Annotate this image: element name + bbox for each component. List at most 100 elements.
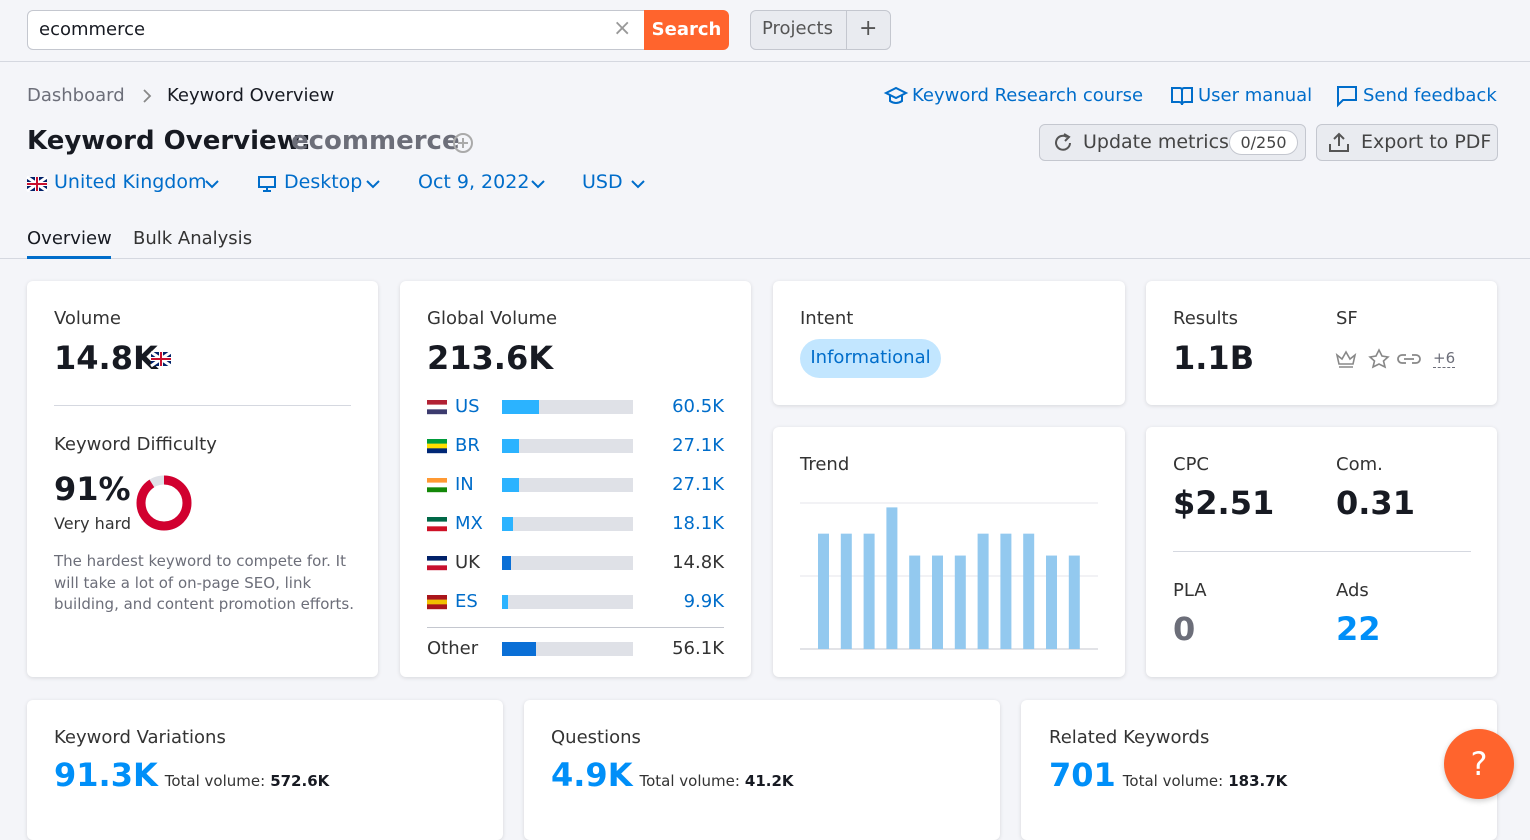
filter-chevrons [205, 180, 645, 189]
help-link[interactable]: Send feedback [1363, 85, 1497, 106]
filter-device[interactable]: Desktop [284, 171, 363, 193]
country-code[interactable]: IN [455, 474, 474, 495]
flag-stripe [427, 478, 447, 483]
card-label: PLA [1173, 580, 1207, 601]
tabs-divider [0, 258, 1530, 259]
clear-icon[interactable]: × [613, 16, 632, 41]
cpc-value: $2.51 [1173, 484, 1275, 522]
manual-icon [1171, 87, 1193, 106]
help-link[interactable]: Keyword Research course [912, 85, 1144, 106]
card-summary: 701 Total volume: 183.7K [1049, 756, 1287, 794]
trend-bar [1046, 555, 1057, 649]
card-label: Keyword Variations [54, 727, 226, 748]
bar-track [502, 439, 633, 453]
country-volume: 27.1K [672, 474, 724, 495]
volume-bar [502, 595, 509, 609]
filter-database[interactable]: United Kingdom [54, 171, 207, 193]
country-volume: 27.1K [672, 435, 724, 456]
total-label: Total volume: [1122, 772, 1224, 790]
add-project[interactable]: + [859, 16, 878, 41]
flag-stripe [427, 443, 447, 449]
country-code[interactable]: MX [455, 513, 483, 534]
flag-stripe [427, 604, 447, 610]
filter-date[interactable]: Oct 9, 2022 [418, 171, 530, 193]
total-label: Total volume: [639, 772, 740, 790]
total-value: 572.6K [270, 772, 330, 790]
flag-icon [427, 595, 447, 610]
breadcrumb-item[interactable]: Dashboard [27, 85, 125, 106]
help-button[interactable] [1444, 729, 1514, 799]
flag-icon [26, 175, 48, 193]
card-label: Questions [551, 727, 641, 748]
bar-track [502, 478, 633, 492]
projects-label: Projects [762, 18, 833, 39]
card-value[interactable]: 4.9K [551, 756, 633, 794]
search-query: ecommerce [39, 19, 146, 40]
trend-bar [909, 555, 921, 649]
list-divider [427, 627, 724, 628]
flag-icon [427, 400, 447, 415]
flag-stripe [427, 595, 447, 600]
flag-stripe [427, 556, 447, 561]
trend-bar [977, 533, 989, 649]
card-label: Intent [800, 308, 854, 329]
results-value: 1.1B [1173, 339, 1255, 377]
intent-value: Informational [810, 347, 931, 368]
trend-chart [800, 502, 1098, 650]
filter-currency[interactable]: USD [582, 171, 623, 193]
flag-icon [427, 478, 447, 493]
course-icon [883, 86, 909, 104]
cpc-card [1146, 427, 1497, 677]
difficulty-description: The hardest keyword to compete for. It w… [54, 552, 354, 613]
bar-track [502, 517, 633, 531]
other-label: Other [427, 638, 479, 659]
card-value[interactable]: 91.3K [54, 756, 158, 794]
search-input[interactable] [27, 10, 647, 50]
intent-pill [800, 339, 941, 378]
tab-underline [27, 256, 111, 259]
export-label: Export to PDF [1361, 131, 1492, 153]
flag-stripe [427, 439, 447, 444]
volume-bar [502, 439, 519, 453]
country-code[interactable]: US [455, 396, 480, 417]
volume-bar [502, 642, 537, 656]
card-value[interactable]: 701 [1049, 756, 1116, 794]
flag-stripe [427, 521, 447, 527]
card-label: Results [1173, 308, 1238, 329]
help-link[interactable]: User manual [1198, 85, 1313, 106]
search-button[interactable] [644, 10, 729, 50]
export-button[interactable] [1316, 124, 1498, 161]
sf-more[interactable]: +6 [1433, 349, 1456, 368]
country-code[interactable]: BR [455, 435, 480, 456]
trend-bar [1000, 533, 1012, 649]
feedback-icon [1337, 86, 1357, 108]
refresh-icon [1055, 133, 1071, 151]
quota-label: 0/250 [1240, 133, 1287, 152]
sf-icons [1335, 348, 1421, 369]
ads-value[interactable]: 22 [1336, 610, 1381, 648]
add-keyword-icon[interactable] [452, 132, 474, 154]
pla-value: 0 [1173, 610, 1196, 648]
card-label: Related Keywords [1049, 727, 1210, 748]
header-divider [0, 61, 1530, 62]
tab[interactable]: Bulk Analysis [133, 228, 253, 249]
flag-stripe [427, 517, 447, 522]
country-code[interactable]: ES [455, 591, 478, 612]
trend-bar [886, 507, 898, 649]
trend-bar [1068, 555, 1080, 649]
projects-button[interactable] [750, 10, 891, 50]
card-label: CPC [1173, 454, 1209, 475]
flag-stripe [427, 599, 447, 605]
flag-stripe [427, 482, 447, 488]
tab-active[interactable]: Overview [27, 228, 112, 249]
flag-stripe [427, 487, 447, 493]
card-label: Com. [1336, 454, 1383, 475]
volume-bar [502, 556, 512, 570]
total-value: 183.7K [1228, 772, 1288, 790]
card-divider [54, 405, 351, 406]
competition-value: 0.31 [1336, 484, 1415, 522]
country-volume: 56.1K [672, 638, 724, 659]
flag-stripe [427, 448, 447, 454]
country-code[interactable]: UK [455, 552, 480, 573]
